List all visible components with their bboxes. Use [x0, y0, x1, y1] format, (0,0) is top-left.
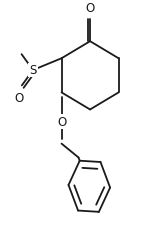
- Text: O: O: [14, 92, 24, 105]
- Text: S: S: [29, 64, 37, 77]
- Text: O: O: [57, 115, 66, 128]
- Text: O: O: [85, 2, 95, 15]
